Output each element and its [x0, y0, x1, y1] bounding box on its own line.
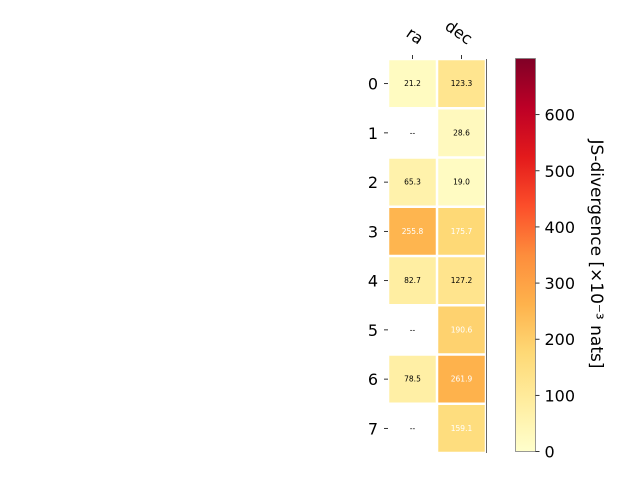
heatmap-cell-1-dec: [438, 109, 485, 157]
cell-label-0-dec: 123.3: [451, 79, 473, 88]
cell-label-1-ra: --: [410, 128, 416, 137]
colorbar: 0 100 200 300 400 500 600 JS-divergence [×10⁻³…: [515, 58, 606, 462]
heatmap-cell-4-ra: [389, 257, 436, 304]
colorbar-ticks: 0 100 200 300 400 500 600: [535, 106, 576, 462]
cell-label-7-dec: 159.1: [451, 424, 473, 433]
cell-label-3-ra: 255.8: [402, 227, 424, 236]
heatmap-cell-7-dec: [438, 405, 485, 452]
cell-label-1-dec: 28.6: [453, 128, 470, 137]
heatmap-cell-5-dec: [438, 306, 485, 354]
cell-label-5-ra: --: [410, 325, 416, 334]
heatmap-cell-3-dec: [438, 208, 485, 255]
cell-label-2-ra: 65.3: [404, 178, 421, 187]
cell-label-6-dec: 261.9: [451, 375, 473, 384]
heatmap-cell-3-ra: [389, 208, 436, 255]
row-tick-label: 0: [368, 75, 378, 94]
cell-label-4-ra: 82.7: [404, 276, 421, 285]
heatmap-cell-2-dec: [438, 158, 485, 206]
heatmap-cell-4-dec: [438, 257, 485, 304]
colorbar-tick-label: 600: [545, 106, 576, 125]
row-tick-label: 5: [368, 321, 378, 340]
column-tick-label: dec: [442, 16, 476, 48]
cell-label-7-ra: --: [410, 424, 416, 433]
cell-label-4-dec: 127.2: [451, 276, 473, 285]
cell-label-3-dec: 175.7: [451, 227, 473, 236]
row-tick-label: 7: [368, 419, 378, 438]
heatmap-cell-6-ra: [389, 355, 436, 403]
heatmap-cell-0-dec: [438, 60, 485, 107]
heatmap-cell-2-ra: [389, 158, 436, 206]
colorbar-gradient: [515, 58, 536, 452]
colorbar-tick-label: 0: [545, 443, 555, 462]
cell-label-5-dec: 190.6: [451, 325, 473, 334]
colorbar-label: JS-divergence [×10⁻³ nats]: [586, 139, 606, 369]
row-tick-label: 4: [368, 272, 378, 291]
row-tick-label: 2: [368, 173, 378, 192]
cell-label-6-ra: 78.5: [404, 375, 421, 384]
row-tick-label: 6: [368, 370, 378, 389]
colorbar-tick-label: 200: [545, 330, 576, 349]
heatmap-cell-6-dec: [438, 355, 485, 403]
row-tick-label: 1: [368, 124, 378, 143]
row-tick-label: 3: [368, 222, 378, 241]
heatmap-cell-0-ra: [389, 60, 436, 107]
column-tick-label: ra: [403, 23, 427, 48]
colorbar-tick-label: 300: [545, 274, 576, 293]
colorbar-tick-label: 100: [545, 386, 576, 405]
colorbar-tick-label: 500: [545, 162, 576, 181]
cell-label-0-ra: 21.2: [404, 79, 421, 88]
cell-label-2-dec: 19.0: [453, 178, 470, 187]
colorbar-tick-label: 400: [545, 218, 576, 237]
